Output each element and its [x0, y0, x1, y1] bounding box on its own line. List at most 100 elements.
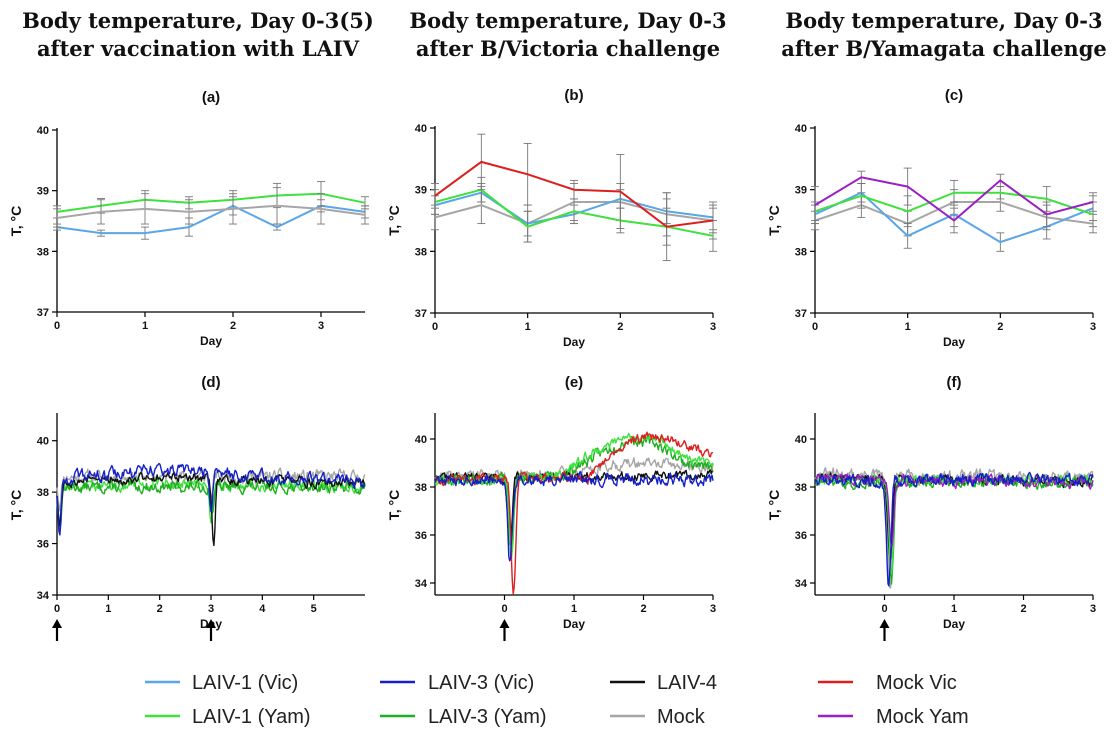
- x-tick-label: 1: [951, 603, 957, 615]
- series-line: [434, 471, 714, 562]
- arrow-marker: [499, 619, 510, 641]
- legend-label: LAIV-3 (Yam): [428, 706, 547, 728]
- y-tick-label: 39: [795, 185, 807, 197]
- arrow-marker: [879, 619, 890, 641]
- x-tick-label: 1: [571, 603, 577, 615]
- x-axis-title: Day: [943, 335, 965, 349]
- panel-label: (f): [947, 374, 962, 391]
- x-tick-label: 0: [432, 321, 438, 333]
- y-tick-label: 40: [795, 123, 807, 135]
- y-tick-label: 39: [37, 186, 49, 198]
- series-laiv-3-vic: [434, 471, 714, 562]
- x-tick-label: 2: [230, 320, 236, 332]
- panel-e: (e) 34 36 38 40 0 1 2 3 Day T, °C: [386, 374, 716, 641]
- y-tick-label: 40: [415, 123, 427, 135]
- y-tick-label: 39: [415, 185, 427, 197]
- x-axis-title: Day: [563, 617, 585, 631]
- legend-item: LAIV-3 (Yam): [380, 706, 547, 728]
- series-mock-yam: [811, 167, 1097, 234]
- series-line: [434, 435, 714, 555]
- y-tick-label: 38: [415, 246, 427, 258]
- x-tick-label: 2: [617, 321, 623, 333]
- series-mock-yam: [814, 473, 1094, 548]
- series-line: [434, 432, 714, 560]
- y-axis-title: T, °C: [386, 205, 402, 236]
- y-tick-label: 38: [37, 487, 49, 499]
- x-tick-label: 0: [54, 320, 60, 332]
- legend-item: Mock Yam: [818, 706, 969, 728]
- legend-label: LAIV-1 (Vic): [192, 672, 298, 694]
- x-tick-label: 3: [1090, 603, 1096, 615]
- legend-item: LAIV-1 (Vic): [145, 672, 298, 694]
- series-line: [814, 471, 1094, 587]
- y-tick-label: 38: [795, 246, 807, 258]
- panel-label: (b): [564, 87, 583, 104]
- column-title-3-line-1: Body temperature, Day 0-3: [785, 8, 1102, 33]
- x-tick-label: 2: [1020, 603, 1026, 615]
- panel-label: (a): [202, 89, 220, 106]
- y-tick-label: 40: [37, 125, 49, 137]
- x-tick-label: 1: [525, 321, 531, 333]
- legend-label: LAIV-1 (Yam): [192, 706, 311, 728]
- x-tick-label: 3: [1090, 321, 1096, 333]
- legend-label: Mock Vic: [876, 672, 957, 694]
- x-axis-title: Day: [563, 335, 585, 349]
- series-line: [814, 191, 1094, 216]
- x-tick-label: 0: [881, 603, 887, 615]
- y-axis-title: T, °C: [8, 206, 24, 237]
- x-tick-label: 1: [142, 320, 148, 332]
- y-tick-label: 37: [795, 308, 807, 320]
- x-tick-label: 2: [640, 603, 646, 615]
- x-tick-label: 3: [318, 320, 324, 332]
- legend-item: Mock: [610, 706, 706, 728]
- y-tick-label: 40: [37, 436, 49, 448]
- panel-label: (d): [201, 374, 220, 391]
- x-tick-label: 5: [311, 603, 317, 615]
- series-laiv-4: [56, 471, 366, 547]
- y-tick-label: 36: [415, 530, 427, 542]
- series-line: [814, 473, 1094, 548]
- panel-label: (c): [945, 87, 963, 104]
- series-laiv-1-vic: [53, 196, 369, 240]
- series-line: [56, 462, 366, 536]
- y-tick-label: 36: [37, 539, 49, 551]
- y-tick-label: 37: [37, 307, 49, 319]
- y-tick-label: 38: [37, 246, 49, 258]
- y-tick-label: 34: [415, 578, 428, 590]
- x-tick-label: 2: [997, 321, 1003, 333]
- x-tick-label: 2: [157, 603, 163, 615]
- legend-item: LAIV-4: [610, 672, 717, 694]
- column-titles: Body temperature, Day 0-3(5) after vacci…: [22, 8, 1107, 61]
- panel-a: (a) 37 38 39 40 0 1 2 3 Day T, °C: [8, 89, 369, 348]
- series-laiv-1-yam: [811, 179, 1097, 228]
- series-laiv-3-vic: [56, 462, 366, 536]
- series-line: [56, 204, 366, 219]
- panel-b: (b) 37 38 39 40 0 1 2 3 Day T, °C: [386, 87, 717, 349]
- y-tick-label: 40: [795, 434, 807, 446]
- x-tick-label: 3: [208, 603, 214, 615]
- series-laiv-1-yam: [814, 472, 1094, 575]
- series-line: [56, 192, 366, 213]
- legend-label: LAIV-4: [657, 672, 717, 694]
- series-mock: [53, 187, 369, 228]
- legend: LAIV-1 (Vic) LAIV-1 (Yam) LAIV-3 (Vic) L…: [145, 672, 969, 728]
- x-tick-label: 1: [905, 321, 911, 333]
- panel-f: (f) 34 36 38 40 0 1 2 3 Day T, °C: [766, 374, 1096, 641]
- x-tick-label: 0: [54, 603, 60, 615]
- y-axis-title: T, °C: [386, 490, 402, 521]
- series-mock-vic: [431, 133, 717, 262]
- column-title-3-line-2: after B/Yamagata challenge: [781, 36, 1107, 61]
- panel-c: (c) 37 38 39 40 0 1 2 3 Day T, °C: [766, 87, 1097, 349]
- x-tick-label: 1: [105, 603, 111, 615]
- series-line: [434, 160, 714, 228]
- x-tick-label: 3: [710, 603, 716, 615]
- column-title-2-line-1: Body temperature, Day 0-3: [409, 8, 726, 33]
- y-axis-title: T, °C: [766, 490, 782, 521]
- x-tick-label: 0: [812, 321, 818, 333]
- column-title-2-line-2: after B/Victoria challenge: [416, 36, 720, 61]
- legend-item: Mock Vic: [818, 672, 957, 694]
- series-laiv-3-yam: [434, 435, 714, 555]
- series-line: [56, 471, 366, 547]
- x-tick-label: 0: [501, 603, 507, 615]
- legend-label: Mock Yam: [876, 706, 969, 728]
